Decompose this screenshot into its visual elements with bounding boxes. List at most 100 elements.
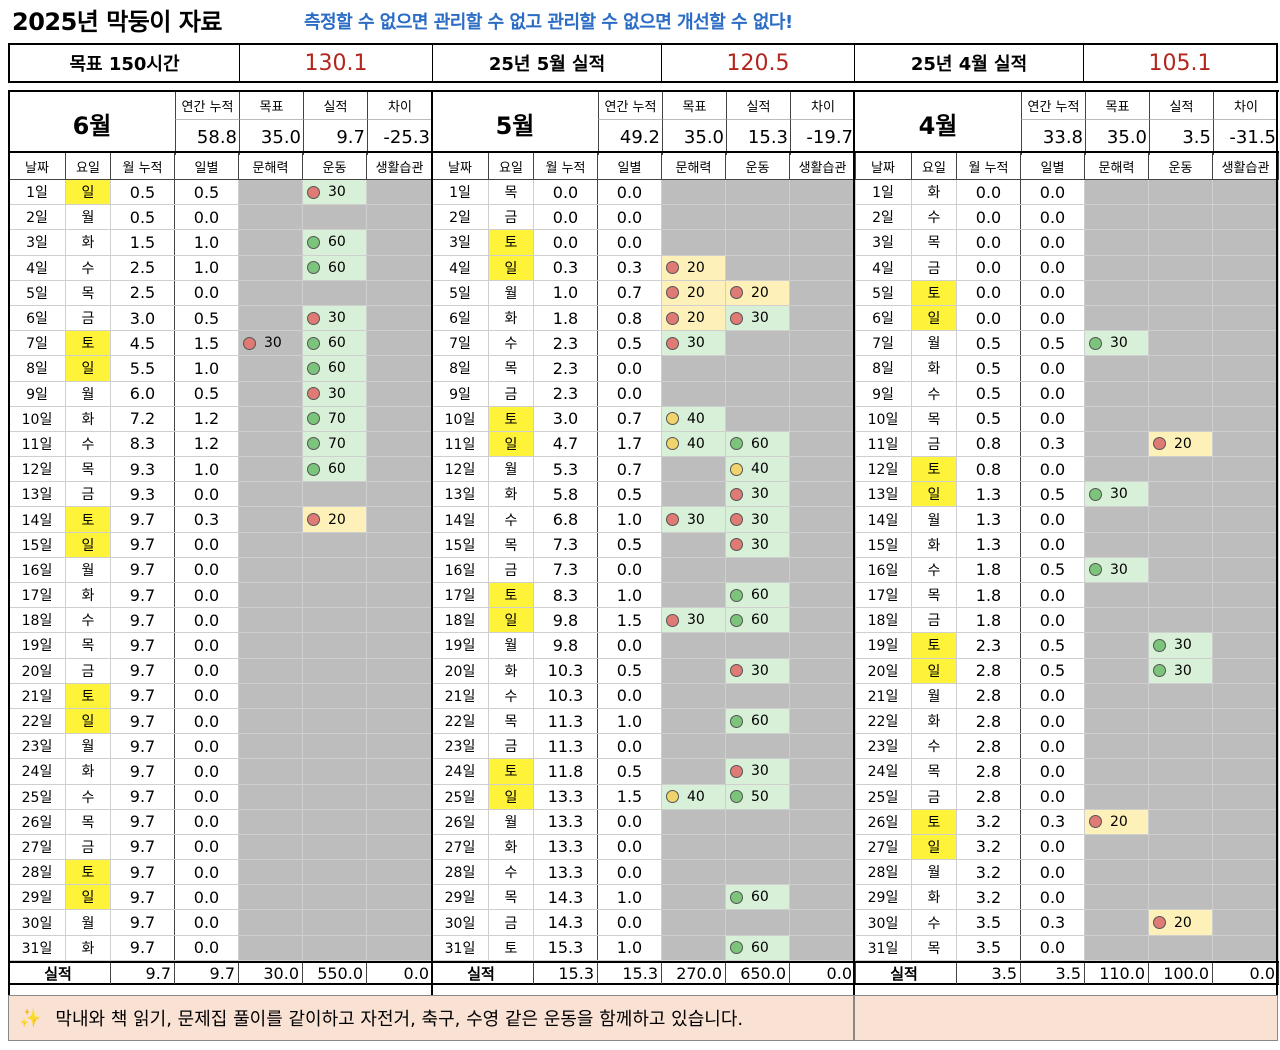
literacy-cell[interactable] bbox=[1085, 583, 1149, 608]
exercise-cell[interactable]: 60 bbox=[303, 230, 367, 255]
habit-cell[interactable] bbox=[1213, 784, 1279, 809]
exercise-cell[interactable] bbox=[1149, 381, 1213, 406]
weekday-cell[interactable]: 화 bbox=[489, 482, 534, 507]
date-cell[interactable]: 19일 bbox=[432, 633, 489, 658]
monthly-cumulative-cell[interactable]: 6.8 bbox=[534, 507, 598, 532]
habit-cell[interactable] bbox=[1213, 708, 1279, 734]
habit-cell[interactable] bbox=[1213, 658, 1279, 683]
weekday-cell[interactable]: 목 bbox=[489, 532, 534, 557]
monthly-cumulative-cell[interactable]: 9.7 bbox=[111, 834, 175, 860]
weekday-cell[interactable]: 금 bbox=[912, 255, 957, 280]
date-cell[interactable]: 30일 bbox=[855, 910, 912, 935]
literacy-cell[interactable]: 20 bbox=[1085, 809, 1149, 834]
exercise-cell[interactable] bbox=[303, 583, 367, 608]
exercise-cell[interactable]: 60 bbox=[726, 885, 790, 910]
weekday-cell[interactable]: 일 bbox=[912, 482, 957, 507]
daily-cell[interactable]: 0.0 bbox=[598, 860, 662, 885]
daily-cell[interactable]: 0.0 bbox=[175, 910, 239, 935]
exercise-cell[interactable] bbox=[303, 658, 367, 683]
exercise-cell[interactable] bbox=[726, 180, 790, 205]
daily-cell[interactable]: 1.5 bbox=[598, 608, 662, 633]
monthly-cumulative-cell[interactable]: 1.3 bbox=[957, 482, 1021, 507]
habit-cell[interactable] bbox=[790, 431, 856, 457]
stat-value[interactable]: 33.8 bbox=[1021, 119, 1085, 155]
habit-cell[interactable] bbox=[367, 683, 433, 708]
monthly-cumulative-cell[interactable]: 1.5 bbox=[111, 230, 175, 255]
date-cell[interactable]: 28일 bbox=[9, 860, 66, 885]
habit-cell[interactable] bbox=[790, 885, 856, 910]
date-cell[interactable]: 27일 bbox=[432, 834, 489, 860]
habit-cell[interactable] bbox=[367, 482, 433, 507]
habit-cell[interactable] bbox=[1213, 280, 1279, 305]
weekday-cell[interactable]: 수 bbox=[489, 683, 534, 708]
daily-cell[interactable]: 1.5 bbox=[175, 331, 239, 356]
exercise-cell[interactable]: 30 bbox=[726, 658, 790, 683]
literacy-cell[interactable] bbox=[662, 658, 726, 683]
daily-cell[interactable]: 0.3 bbox=[1021, 809, 1085, 834]
habit-cell[interactable] bbox=[790, 683, 856, 708]
habit-cell[interactable] bbox=[367, 230, 433, 255]
exercise-cell[interactable] bbox=[726, 683, 790, 708]
literacy-cell[interactable] bbox=[239, 935, 303, 960]
monthly-cumulative-cell[interactable]: 2.8 bbox=[957, 658, 1021, 683]
date-cell[interactable]: 19일 bbox=[9, 633, 66, 658]
daily-cell[interactable]: 0.0 bbox=[1021, 834, 1085, 860]
daily-cell[interactable]: 0.0 bbox=[175, 683, 239, 708]
weekday-cell[interactable]: 금 bbox=[489, 910, 534, 935]
daily-cell[interactable]: 0.0 bbox=[1021, 230, 1085, 255]
exercise-cell[interactable]: 30 bbox=[726, 305, 790, 331]
exercise-cell[interactable] bbox=[1149, 784, 1213, 809]
date-cell[interactable]: 17일 bbox=[855, 583, 912, 608]
literacy-cell[interactable] bbox=[239, 834, 303, 860]
literacy-cell[interactable] bbox=[1085, 759, 1149, 784]
total-value[interactable]: 9.7 bbox=[175, 962, 239, 984]
habit-cell[interactable] bbox=[790, 180, 856, 205]
daily-cell[interactable]: 0.0 bbox=[598, 381, 662, 406]
total-value[interactable]: 30.0 bbox=[239, 962, 303, 984]
weekday-cell[interactable]: 수 bbox=[66, 255, 111, 280]
monthly-cumulative-cell[interactable]: 9.7 bbox=[111, 507, 175, 532]
monthly-cumulative-cell[interactable]: 0.5 bbox=[957, 381, 1021, 406]
weekday-cell[interactable]: 일 bbox=[912, 658, 957, 683]
habit-cell[interactable] bbox=[1213, 583, 1279, 608]
exercise-cell[interactable] bbox=[726, 255, 790, 280]
date-cell[interactable]: 26일 bbox=[855, 809, 912, 834]
habit-cell[interactable] bbox=[367, 784, 433, 809]
exercise-cell[interactable]: 20 bbox=[1149, 910, 1213, 935]
exercise-cell[interactable]: 20 bbox=[303, 507, 367, 532]
exercise-cell[interactable] bbox=[303, 734, 367, 759]
monthly-cumulative-cell[interactable]: 3.0 bbox=[534, 406, 598, 431]
exercise-cell[interactable]: 60 bbox=[726, 583, 790, 608]
stat-value[interactable]: 58.8 bbox=[175, 119, 239, 155]
exercise-cell[interactable] bbox=[1149, 255, 1213, 280]
monthly-cumulative-cell[interactable]: 5.8 bbox=[534, 482, 598, 507]
habit-cell[interactable] bbox=[790, 633, 856, 658]
weekday-cell[interactable]: 금 bbox=[489, 205, 534, 230]
habit-cell[interactable] bbox=[367, 910, 433, 935]
exercise-cell[interactable] bbox=[1149, 180, 1213, 205]
daily-cell[interactable]: 0.5 bbox=[598, 759, 662, 784]
exercise-cell[interactable] bbox=[303, 935, 367, 960]
daily-cell[interactable]: 0.0 bbox=[1021, 734, 1085, 759]
exercise-cell[interactable] bbox=[1149, 759, 1213, 784]
date-cell[interactable]: 5일 bbox=[855, 280, 912, 305]
exercise-cell[interactable] bbox=[303, 557, 367, 582]
literacy-cell[interactable] bbox=[1085, 608, 1149, 633]
daily-cell[interactable]: 0.0 bbox=[175, 834, 239, 860]
daily-cell[interactable]: 0.5 bbox=[1021, 482, 1085, 507]
stat-value[interactable]: 49.2 bbox=[598, 119, 662, 155]
date-cell[interactable]: 16일 bbox=[855, 557, 912, 582]
date-cell[interactable]: 7일 bbox=[432, 331, 489, 356]
habit-cell[interactable] bbox=[790, 708, 856, 734]
daily-cell[interactable]: 0.5 bbox=[598, 658, 662, 683]
total-value[interactable]: 3.5 bbox=[957, 962, 1021, 984]
monthly-cumulative-cell[interactable]: 0.0 bbox=[957, 180, 1021, 205]
date-cell[interactable]: 17일 bbox=[432, 583, 489, 608]
exercise-cell[interactable] bbox=[726, 834, 790, 860]
weekday-cell[interactable]: 일 bbox=[489, 608, 534, 633]
weekday-cell[interactable]: 일 bbox=[66, 885, 111, 910]
daily-cell[interactable]: 1.0 bbox=[598, 885, 662, 910]
exercise-cell[interactable] bbox=[303, 759, 367, 784]
date-cell[interactable]: 9일 bbox=[9, 381, 66, 406]
monthly-cumulative-cell[interactable]: 3.5 bbox=[957, 910, 1021, 935]
